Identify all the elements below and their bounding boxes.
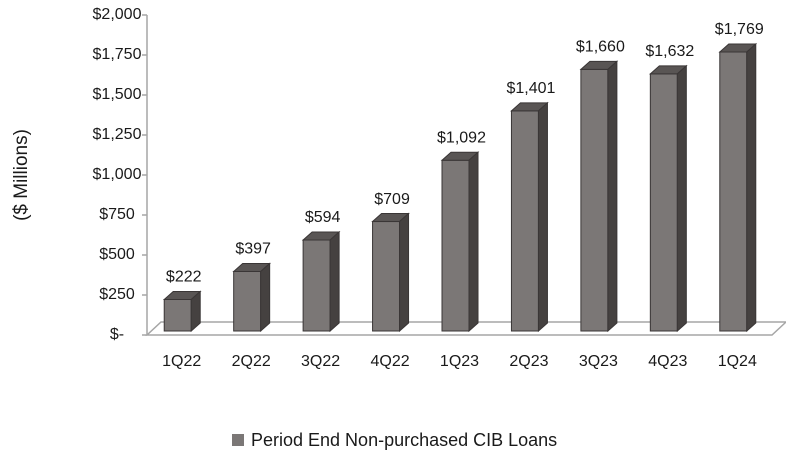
y-tick-label: $1,000 <box>93 166 142 183</box>
bar-side <box>537 101 548 333</box>
x-tick-label: 4Q22 <box>370 353 409 370</box>
bar-side <box>746 42 757 333</box>
x-tick-label: 3Q23 <box>579 353 618 370</box>
y-tick-label: $1,500 <box>93 86 142 103</box>
bar-front <box>372 221 401 332</box>
bar-front <box>441 159 470 332</box>
bar-front <box>580 68 609 332</box>
y-tick-label: $750 <box>99 206 135 223</box>
x-tick-label: 1Q22 <box>162 353 201 370</box>
y-tick-label: $2,000 <box>93 6 142 23</box>
x-tick-label: 1Q24 <box>718 353 757 370</box>
value-label: $1,660 <box>576 39 625 56</box>
value-label: $1,769 <box>715 21 764 38</box>
bar-side <box>260 262 271 333</box>
bar-side <box>468 151 479 333</box>
bar-front <box>163 298 192 332</box>
x-tick-label: 3Q22 <box>301 353 340 370</box>
y-tick-label: $500 <box>99 246 135 263</box>
y-tick-label: $250 <box>99 286 135 303</box>
bar-side <box>190 290 201 333</box>
legend-swatch <box>232 434 244 446</box>
value-label: $709 <box>374 191 410 208</box>
value-label: $1,401 <box>506 80 555 97</box>
y-tick-label: $1,250 <box>93 126 142 143</box>
y-axis-label: ($ Millions) <box>11 129 32 221</box>
y-tick-label: $1,750 <box>93 46 142 63</box>
legend-label: Period End Non-purchased CIB Loans <box>251 430 557 450</box>
value-label: $397 <box>235 241 271 258</box>
value-label: $1,092 <box>437 129 486 146</box>
bar-front <box>510 110 539 332</box>
bar-front <box>719 51 748 332</box>
x-tick-label: 4Q23 <box>648 353 687 370</box>
bar-side <box>676 64 687 333</box>
y-tick-label: $- <box>110 326 124 343</box>
bar-side <box>329 230 340 333</box>
bar-front <box>649 73 678 332</box>
floor <box>145 321 786 336</box>
value-label: $594 <box>305 209 341 226</box>
x-tick-label: 1Q23 <box>440 353 479 370</box>
x-tick-label: 2Q23 <box>509 353 548 370</box>
bar-front <box>233 270 262 332</box>
bar-front <box>302 239 331 332</box>
x-tick-label: 2Q22 <box>232 353 271 370</box>
bar-side <box>607 60 618 333</box>
value-label: $222 <box>166 269 202 286</box>
value-label: $1,632 <box>645 43 694 60</box>
bar-side <box>399 212 410 333</box>
